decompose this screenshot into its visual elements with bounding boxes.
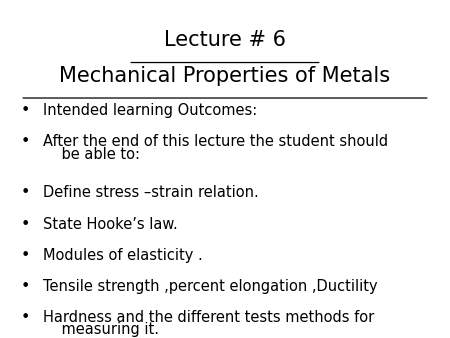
Text: State Hooke’s law.: State Hooke’s law. xyxy=(43,217,177,232)
Text: be able to:: be able to: xyxy=(43,147,140,162)
Text: •: • xyxy=(20,134,30,149)
Text: •: • xyxy=(20,217,30,232)
Text: Tensile strength ,percent elongation ,Ductility: Tensile strength ,percent elongation ,Du… xyxy=(43,279,378,294)
Text: Hardness and the different tests methods for: Hardness and the different tests methods… xyxy=(43,310,374,325)
Text: After the end of this lecture the student should: After the end of this lecture the studen… xyxy=(43,134,388,149)
Text: Lecture # 6: Lecture # 6 xyxy=(164,30,286,50)
Text: measuring it.: measuring it. xyxy=(43,322,159,337)
Text: Intended learning Outcomes:: Intended learning Outcomes: xyxy=(43,103,257,118)
Text: •: • xyxy=(20,310,30,325)
Text: •: • xyxy=(20,186,30,200)
Text: Modules of elasticity .: Modules of elasticity . xyxy=(43,248,202,263)
Text: •: • xyxy=(20,103,30,118)
Text: •: • xyxy=(20,248,30,263)
Text: Mechanical Properties of Metals: Mechanical Properties of Metals xyxy=(59,66,391,86)
Text: Define stress –strain relation.: Define stress –strain relation. xyxy=(43,186,258,200)
Text: •: • xyxy=(20,279,30,294)
